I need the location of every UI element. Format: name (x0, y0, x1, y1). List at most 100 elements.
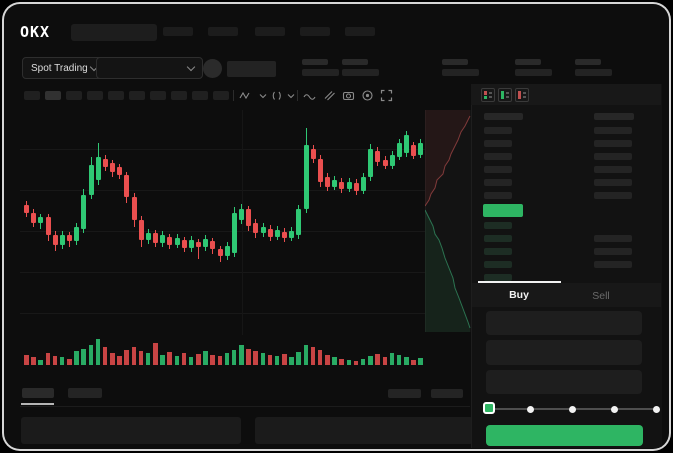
price-input[interactable] (486, 311, 642, 335)
sell-tab[interactable]: Sell (592, 290, 610, 302)
interval-pill[interactable] (171, 91, 187, 100)
settings-icon[interactable] (361, 89, 374, 102)
interval-pill[interactable] (213, 91, 229, 100)
interval-pill[interactable] (45, 91, 61, 100)
orders-panel (255, 417, 473, 444)
candle-body (138, 220, 144, 240)
volume-bar (224, 353, 230, 365)
interval-pill[interactable] (108, 91, 124, 100)
slider-stop[interactable] (610, 405, 618, 413)
stat-value-placeholder (342, 69, 379, 76)
pair-dropdown[interactable] (96, 57, 203, 79)
indicator-zigzag-icon[interactable] (239, 90, 251, 102)
interval-pill[interactable] (24, 91, 40, 100)
orders-tab[interactable] (68, 388, 102, 398)
bid-price-placeholder[interactable] (484, 222, 512, 229)
nav-item[interactable] (300, 27, 330, 36)
ask-price-placeholder[interactable] (484, 192, 512, 199)
candle-body (375, 151, 381, 162)
candle-body (303, 145, 309, 209)
volume-bar (368, 356, 373, 365)
volume-bar (382, 357, 387, 365)
stat-label-placeholder (302, 59, 328, 65)
book-bids-only-icon[interactable] (498, 88, 512, 102)
bid-amount-placeholder (594, 248, 632, 255)
bid-price-placeholder[interactable] (484, 274, 512, 281)
nav-item[interactable] (255, 27, 285, 36)
candle-type-icon[interactable] (271, 90, 283, 102)
volume-bar (88, 345, 94, 365)
nav-item[interactable] (163, 27, 193, 36)
interval-pill[interactable] (87, 91, 103, 100)
book-combined-icon[interactable] (481, 88, 495, 102)
nav-item[interactable] (345, 27, 375, 36)
candle-body (74, 227, 80, 241)
candle-body (274, 230, 280, 237)
gridline (20, 231, 470, 232)
candle-body (181, 240, 187, 248)
fullscreen-icon[interactable] (380, 89, 393, 102)
nav-item[interactable] (208, 27, 238, 36)
ask-price-placeholder[interactable] (484, 127, 512, 134)
interval-pill[interactable] (192, 91, 208, 100)
volume-bar (267, 355, 273, 365)
total-input[interactable] (486, 370, 642, 394)
interval-pill[interactable] (66, 91, 82, 100)
ask-price-placeholder[interactable] (484, 153, 512, 160)
market-type-label: Spot Trading (31, 62, 88, 74)
submit-buy-button[interactable] (486, 425, 643, 446)
candle-body (188, 240, 194, 248)
candle-body (404, 135, 409, 153)
volume-bar (260, 353, 266, 365)
volume-bar (74, 351, 79, 365)
candle-body (124, 175, 130, 197)
slider-stop[interactable] (569, 405, 576, 413)
orders-filter-placeholder[interactable] (388, 389, 421, 398)
compare-icon[interactable] (323, 89, 336, 102)
slider-stop[interactable] (527, 405, 535, 413)
volume-bar (167, 352, 172, 365)
bid-price-placeholder[interactable] (484, 261, 512, 268)
bid-amount-placeholder (594, 235, 632, 242)
orders-tab-active[interactable] (22, 388, 54, 398)
candle-body (411, 145, 417, 156)
search-input[interactable] (71, 24, 157, 41)
pair-name-placeholder (227, 61, 276, 77)
interval-pill[interactable] (129, 91, 145, 100)
bid-price-placeholder[interactable] (484, 248, 512, 255)
buy-tab[interactable]: Buy (509, 289, 529, 301)
bid-price-placeholder[interactable] (484, 235, 512, 242)
candle-body (239, 209, 245, 220)
candle-body (52, 235, 58, 245)
mid-price-highlight[interactable] (483, 204, 523, 217)
candle-body (59, 235, 65, 245)
book-asks-only-icon[interactable] (515, 88, 529, 102)
chevron-down-icon[interactable] (286, 91, 296, 101)
ask-price-placeholder[interactable] (484, 166, 512, 173)
coin-avatar (203, 59, 222, 78)
candle-body (310, 149, 316, 159)
slider-stop[interactable] (652, 405, 660, 413)
volume-bar (296, 352, 301, 365)
orders-filter-placeholder[interactable] (431, 389, 463, 398)
amount-input[interactable] (486, 340, 642, 365)
amount-slider-handle[interactable] (483, 402, 495, 414)
candle-body (260, 227, 266, 233)
chevron-down-icon[interactable] (258, 91, 268, 101)
gridline (20, 149, 470, 150)
buy-tab-underline (478, 281, 561, 283)
volume-bar (203, 351, 208, 365)
camera-icon[interactable] (342, 89, 355, 102)
market-type-selector[interactable]: Spot Trading (22, 57, 106, 79)
candle-body (346, 182, 352, 189)
candle-body (203, 239, 209, 247)
volume-bar (188, 357, 194, 365)
interval-pill[interactable] (150, 91, 166, 100)
ask-amount-placeholder (594, 179, 632, 186)
ask-price-placeholder[interactable] (484, 140, 512, 147)
candle-body (81, 195, 87, 229)
ask-price-placeholder[interactable] (484, 179, 512, 186)
active-tab-underline (21, 403, 54, 405)
candle-body (289, 231, 295, 238)
line-style-icon[interactable] (303, 90, 316, 102)
